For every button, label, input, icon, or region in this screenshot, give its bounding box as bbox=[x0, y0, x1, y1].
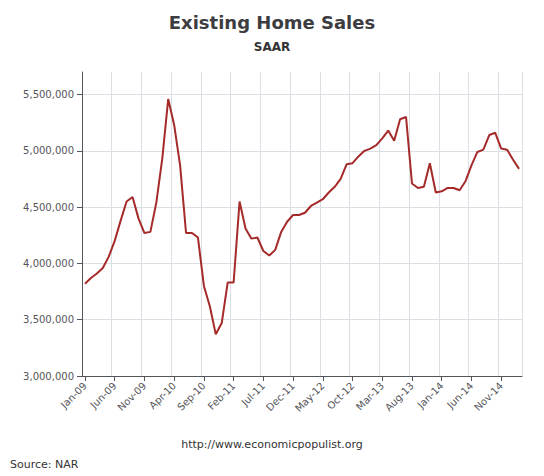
svg-text:5,500,000: 5,500,000 bbox=[23, 89, 74, 100]
svg-text:Dec-11: Dec-11 bbox=[264, 380, 297, 413]
svg-text:Apr-10: Apr-10 bbox=[147, 380, 178, 411]
svg-text:Jun-09: Jun-09 bbox=[88, 380, 119, 411]
svg-text:Jun-14: Jun-14 bbox=[444, 380, 475, 411]
svg-text:May-12: May-12 bbox=[293, 380, 327, 414]
svg-text:http://www.economicpopulist.or: http://www.economicpopulist.org bbox=[181, 438, 363, 451]
svg-text:Jan-14: Jan-14 bbox=[415, 380, 446, 411]
svg-text:Oct-12: Oct-12 bbox=[325, 380, 357, 412]
svg-text:4,500,000: 4,500,000 bbox=[23, 202, 74, 213]
svg-text:Jan-09: Jan-09 bbox=[58, 380, 89, 411]
svg-text:Feb-11: Feb-11 bbox=[206, 380, 238, 412]
svg-text:Existing Home Sales: Existing Home Sales bbox=[169, 12, 375, 33]
svg-text:SAAR: SAAR bbox=[254, 40, 290, 54]
svg-text:4,000,000: 4,000,000 bbox=[23, 258, 74, 269]
svg-text:3,000,000: 3,000,000 bbox=[23, 371, 74, 382]
svg-text:5,000,000: 5,000,000 bbox=[23, 145, 74, 156]
svg-text:Jul-11: Jul-11 bbox=[239, 380, 268, 409]
svg-text:Nov-14: Nov-14 bbox=[472, 380, 505, 413]
svg-text:Mar-13: Mar-13 bbox=[354, 380, 386, 412]
svg-text:Nov-09: Nov-09 bbox=[115, 380, 148, 413]
svg-text:3,500,000: 3,500,000 bbox=[23, 314, 74, 325]
svg-text:Sep-10: Sep-10 bbox=[175, 380, 208, 413]
svg-text:Source: NAR: Source: NAR bbox=[10, 458, 79, 471]
svg-text:Aug-13: Aug-13 bbox=[383, 380, 416, 413]
